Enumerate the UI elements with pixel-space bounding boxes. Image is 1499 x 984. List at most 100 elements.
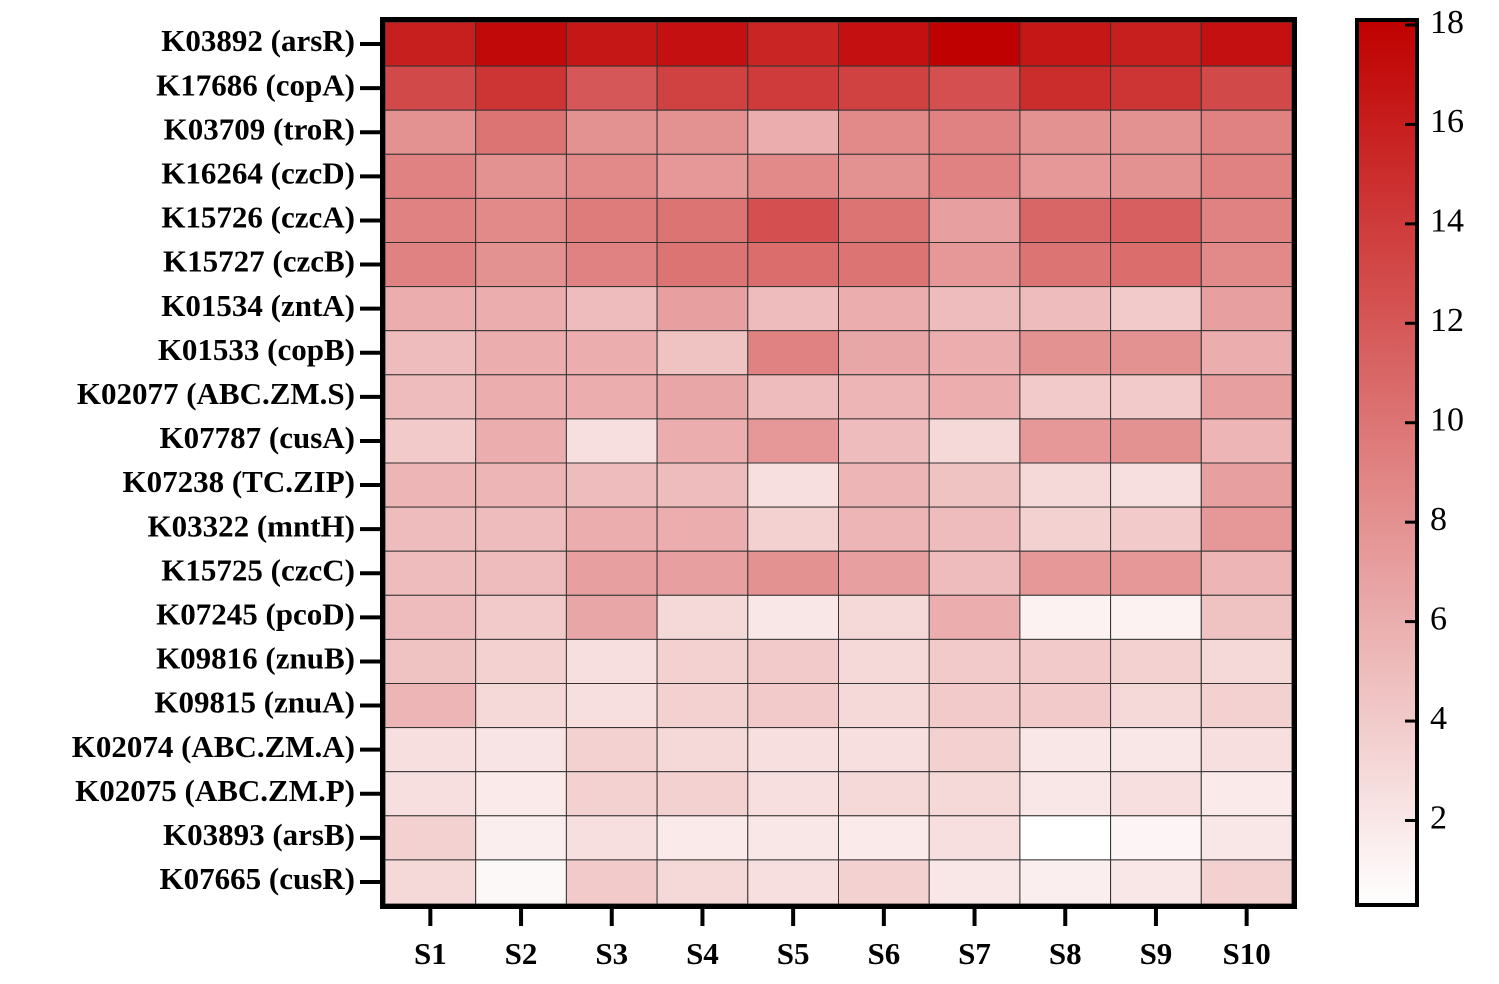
heatmap-cell <box>838 330 930 376</box>
colorbar-tick-label: 8 <box>1430 501 1447 538</box>
heatmap-cell <box>1200 418 1293 464</box>
heatmap-cell <box>656 771 749 817</box>
heatmap-cell <box>838 859 930 905</box>
heatmap-cell <box>1019 65 1112 111</box>
heatmap-cell <box>656 506 749 552</box>
heatmap-cell <box>1019 815 1112 861</box>
heatmap-cell <box>928 65 1021 111</box>
heatmap-cell <box>747 330 839 376</box>
column-label: S6 <box>867 936 900 971</box>
heatmap-cell <box>838 771 930 817</box>
heatmap-cell <box>384 65 477 111</box>
heatmap-cell <box>928 683 1021 729</box>
heatmap-cell <box>656 815 749 861</box>
row-label: K07245 (pcoD) <box>156 596 355 631</box>
row-label: K03709 (troR) <box>164 111 355 146</box>
heatmap-cell <box>475 550 567 596</box>
heatmap-cell <box>1200 727 1293 773</box>
heatmap-cell <box>1200 286 1293 332</box>
colorbar-tick-label: 18 <box>1430 4 1464 41</box>
heatmap-cell <box>928 550 1021 596</box>
colorbar-tick-label: 14 <box>1430 203 1464 240</box>
heatmap-cell <box>656 594 749 640</box>
heatmap-cell <box>656 550 749 596</box>
heatmap-cell <box>384 550 477 596</box>
heatmap-cell <box>928 771 1021 817</box>
heatmap-cell <box>1019 727 1112 773</box>
heatmap-cell <box>747 638 839 685</box>
heatmap-cell <box>1019 859 1112 905</box>
heatmap-cell <box>747 859 839 905</box>
row-label: K15727 (czcB) <box>163 244 355 279</box>
heatmap-cell <box>384 330 477 376</box>
heatmap-cell <box>1110 374 1202 420</box>
heatmap-cell <box>1110 815 1202 861</box>
heatmap-cell <box>656 21 749 67</box>
heatmap-cell <box>475 330 567 376</box>
heatmap-cell <box>928 286 1021 332</box>
heatmap-cell <box>656 859 749 905</box>
heatmap-cell <box>656 418 749 464</box>
heatmap-cell <box>475 594 567 640</box>
heatmap-cell <box>656 374 749 420</box>
heatmap-cell <box>928 506 1021 552</box>
heatmap-cell <box>1110 21 1202 67</box>
heatmap-cell <box>656 286 749 332</box>
heatmap-cell <box>928 418 1021 464</box>
heatmap-cell <box>1019 109 1112 155</box>
heatmap-cell <box>928 859 1021 905</box>
heatmap-cell <box>747 374 839 420</box>
heatmap-cell <box>656 727 749 773</box>
colorbar <box>1355 18 1419 907</box>
column-label: S5 <box>777 936 810 971</box>
heatmap-cell <box>1019 638 1112 685</box>
heatmap-cell <box>384 374 477 420</box>
colorbar-tick-label: 12 <box>1430 302 1464 339</box>
heatmap-cell <box>565 594 658 640</box>
heatmap-cell <box>565 330 658 376</box>
heatmap-cell <box>384 462 477 508</box>
heatmap-cell <box>1019 683 1112 729</box>
heatmap-cell <box>565 815 658 861</box>
heatmap-cell <box>384 418 477 464</box>
heatmap-cell <box>747 594 839 640</box>
colorbar-tick-label: 6 <box>1430 600 1447 637</box>
heatmap-cell <box>565 771 658 817</box>
heatmap-cell <box>384 109 477 155</box>
heatmap-cell <box>565 506 658 552</box>
heatmap-cell <box>747 506 839 552</box>
column-label: S2 <box>505 936 538 971</box>
heatmap-cell <box>1110 330 1202 376</box>
heatmap-cell <box>1200 330 1293 376</box>
heatmap-cell <box>1110 638 1202 685</box>
heatmap-cell <box>1110 65 1202 111</box>
heatmap-cell <box>656 109 749 155</box>
heatmap-cell <box>1110 462 1202 508</box>
heatmap-cell <box>1200 197 1293 243</box>
heatmap-cell <box>656 153 749 199</box>
heatmap-cell <box>656 330 749 376</box>
heatmap-cell <box>838 374 930 420</box>
heatmap-cell <box>384 197 477 243</box>
heatmap-cell <box>747 683 839 729</box>
heatmap-cell <box>838 153 930 199</box>
heatmap-cell <box>928 197 1021 243</box>
heatmap-cell <box>747 21 839 67</box>
heatmap-cell <box>747 815 839 861</box>
heatmap-cell <box>384 683 477 729</box>
heatmap-cell <box>384 242 477 288</box>
row-label: K03892 (arsR) <box>161 23 355 58</box>
heatmap-cell <box>928 727 1021 773</box>
heatmap-cell <box>565 462 658 508</box>
heatmap-cell <box>384 153 477 199</box>
heatmap-cell <box>1110 286 1202 332</box>
heatmap-cell <box>1200 153 1293 199</box>
heatmap-cell <box>928 594 1021 640</box>
heatmap-cell <box>656 197 749 243</box>
heatmap-cell <box>565 727 658 773</box>
heatmap-cell <box>1110 771 1202 817</box>
heatmap-cell <box>384 638 477 685</box>
heatmap-cell <box>1019 330 1112 376</box>
row-label: K07665 (cusR) <box>160 861 355 896</box>
heatmap-cell <box>475 683 567 729</box>
